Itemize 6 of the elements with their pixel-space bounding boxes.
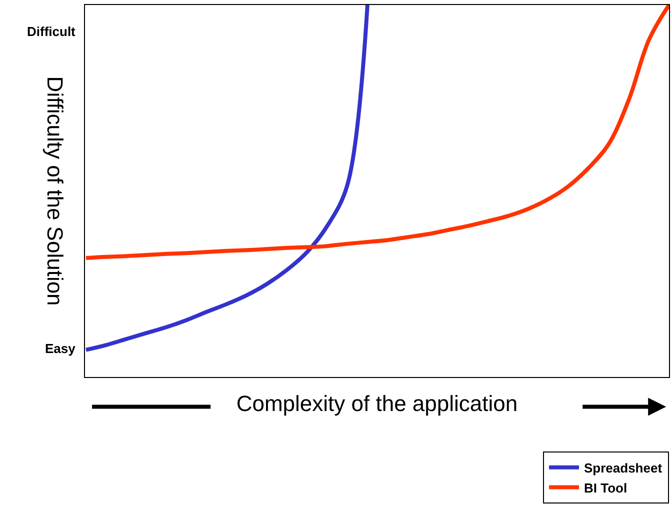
text: Difficult — [27, 24, 76, 39]
x-axis-title: Complexity of the application — [236, 390, 518, 416]
text: Easy — [45, 341, 76, 356]
legend-label: BI Tool — [584, 480, 628, 496]
y-axis-title: Difficulty of the Solution — [42, 76, 68, 306]
legend-label: Spreadsheet — [584, 460, 663, 476]
